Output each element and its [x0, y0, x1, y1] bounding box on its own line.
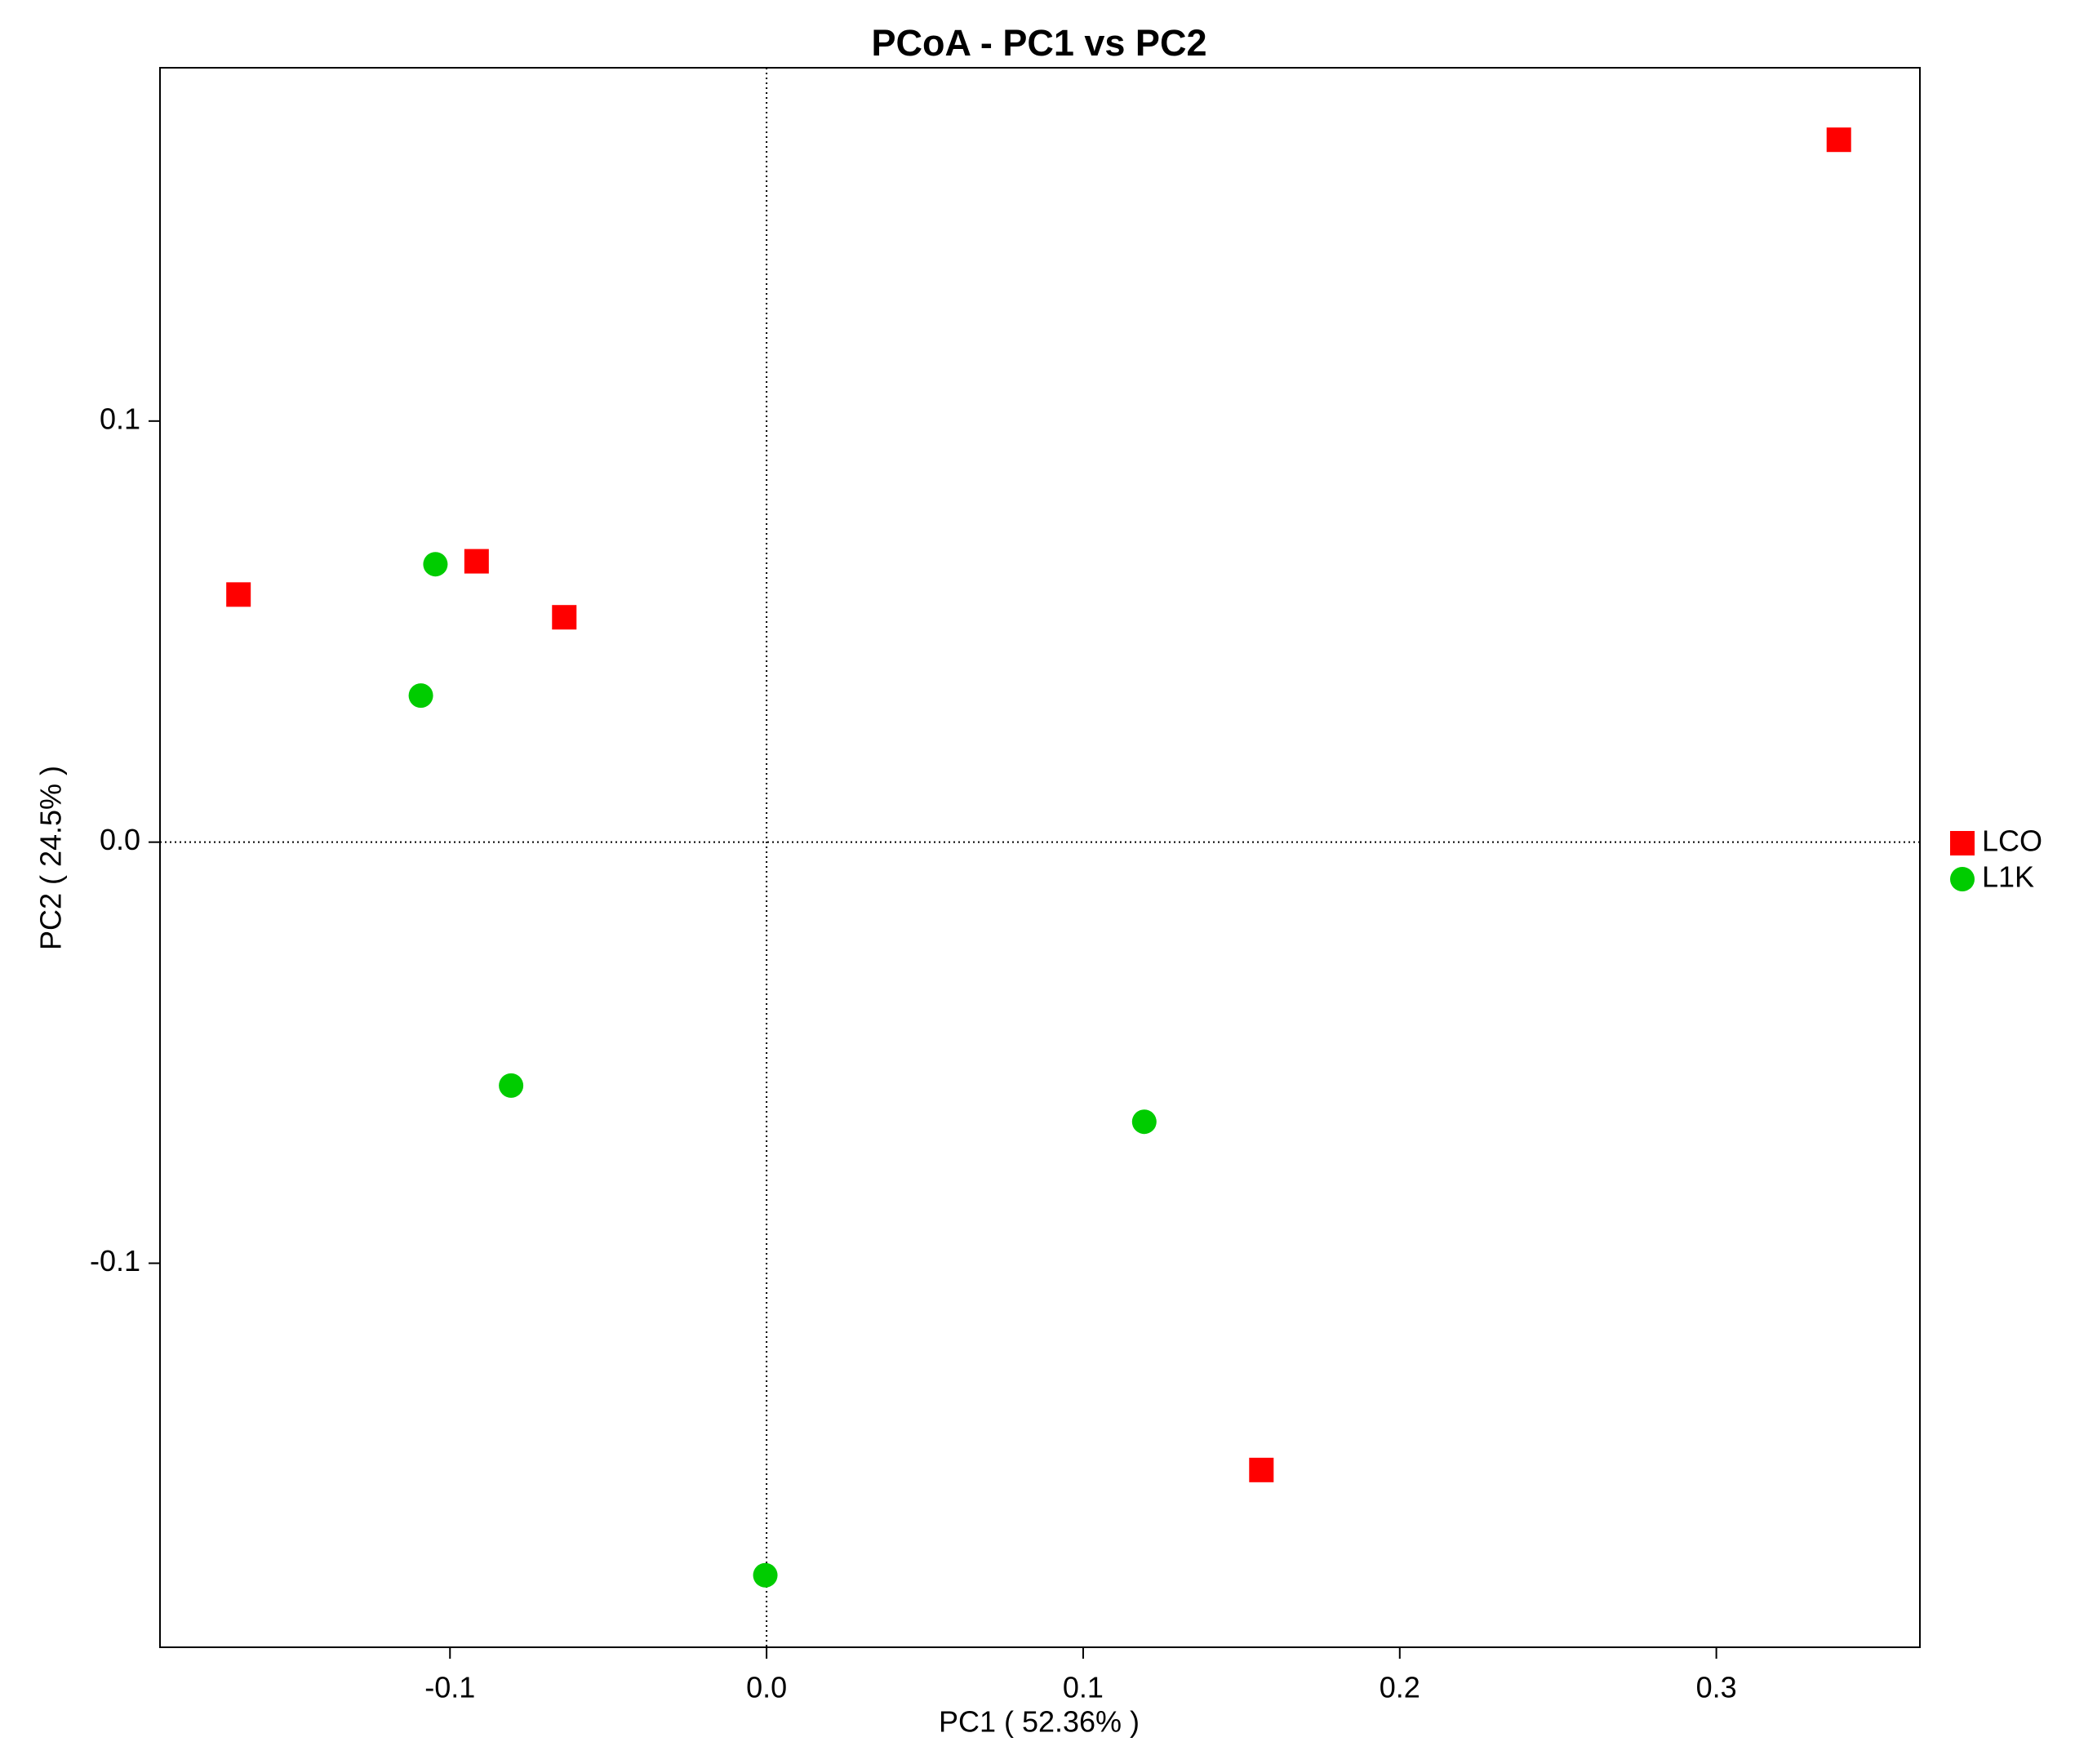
x-tick-label: -0.1: [424, 1671, 475, 1704]
x-tick-label: 0.1: [1063, 1671, 1104, 1704]
chart-title: PCoA - PC1 vs PC2: [872, 22, 1207, 64]
legend-marker: [1950, 831, 1975, 855]
x-tick-label: 0.2: [1380, 1671, 1420, 1704]
point: [499, 1073, 524, 1098]
point: [1826, 127, 1851, 153]
point: [226, 582, 251, 607]
point: [423, 552, 448, 577]
point: [753, 1562, 778, 1588]
point: [1131, 1109, 1157, 1135]
point: [552, 605, 577, 630]
point: [1249, 1457, 1274, 1482]
y-tick-label: 0.0: [100, 823, 140, 856]
legend-marker: [1950, 867, 1975, 891]
x-tick-label: 0.0: [746, 1671, 787, 1704]
plot-frame: [159, 67, 1921, 1648]
x-axis-label: PC1 ( 52.36% ): [939, 1705, 1140, 1739]
point: [408, 683, 433, 709]
point: [464, 549, 489, 574]
y-tick-label: 0.1: [100, 402, 140, 435]
y-axis-label: PC2 ( 24.5% ): [34, 766, 68, 950]
legend-label: L1K: [1982, 860, 2034, 894]
y-tick-label: -0.1: [90, 1244, 140, 1277]
legend-label: LCO: [1982, 824, 2042, 858]
x-tick-label: 0.3: [1696, 1671, 1737, 1704]
